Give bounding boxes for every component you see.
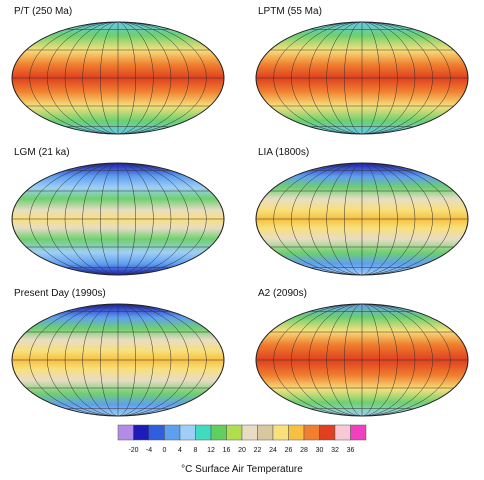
panel-title: LGM (21 ka): [14, 147, 70, 158]
colorbar-swatch: [334, 424, 351, 441]
colorbar-tick-label: 36: [347, 447, 355, 454]
colorbar-tick-label: 0: [163, 447, 167, 454]
colorbar-swatch: [288, 424, 305, 441]
colorbar-label: °C Surface Air Temperature: [181, 464, 303, 475]
colorbar-swatch: [210, 424, 227, 441]
panel-title: Present Day (1990s): [14, 288, 106, 299]
colorbar-tick-label: 20: [238, 447, 246, 454]
colorbar-tick-label: 16: [223, 447, 231, 454]
colorbar-swatch: [195, 424, 212, 441]
colorbar-tick-label: 32: [331, 447, 339, 454]
colorbar-swatch: [303, 424, 320, 441]
map-outline: [255, 303, 469, 417]
colorbar-tick-label: 12: [207, 447, 215, 454]
map-outline: [255, 162, 469, 276]
panel-title: LIA (1800s): [258, 147, 309, 158]
map: [12, 22, 224, 134]
map-outline: [255, 21, 469, 135]
colorbar-swatch: [164, 424, 181, 441]
map-outline: [11, 162, 225, 276]
colorbar-swatch: [241, 424, 258, 441]
panel-title: P/T (250 Ma): [14, 6, 72, 17]
colorbar-tick-label: 26: [285, 447, 293, 454]
colorbar-tick-label: -20: [128, 447, 138, 454]
map: [256, 163, 468, 275]
colorbar-swatch: [179, 424, 196, 441]
colorbar-swatch: [350, 424, 367, 441]
colorbar-swatch: [257, 424, 274, 441]
colorbar-swatch: [117, 424, 134, 441]
colorbar-swatch: [148, 424, 165, 441]
colorbar-tick-label: 22: [254, 447, 262, 454]
map-outline: [11, 303, 225, 417]
colorbar-tick-label: 28: [300, 447, 308, 454]
colorbar-tick-label: 24: [269, 447, 277, 454]
colorbar-tick-label: 4: [178, 447, 182, 454]
map: [12, 304, 224, 416]
colorbar-swatch: [226, 424, 243, 441]
map: [256, 304, 468, 416]
map: [256, 22, 468, 134]
map: [12, 163, 224, 275]
colorbar-tick-label: -4: [146, 447, 152, 454]
panel-title: A2 (2090s): [258, 288, 307, 299]
colorbar-swatch: [272, 424, 289, 441]
colorbar-tick-label: 30: [316, 447, 324, 454]
colorbar-tick-label: 8: [194, 447, 198, 454]
colorbar-swatch: [133, 424, 150, 441]
panel-title: LPTM (55 Ma): [258, 6, 322, 17]
map-outline: [11, 21, 225, 135]
colorbar-swatch: [319, 424, 336, 441]
